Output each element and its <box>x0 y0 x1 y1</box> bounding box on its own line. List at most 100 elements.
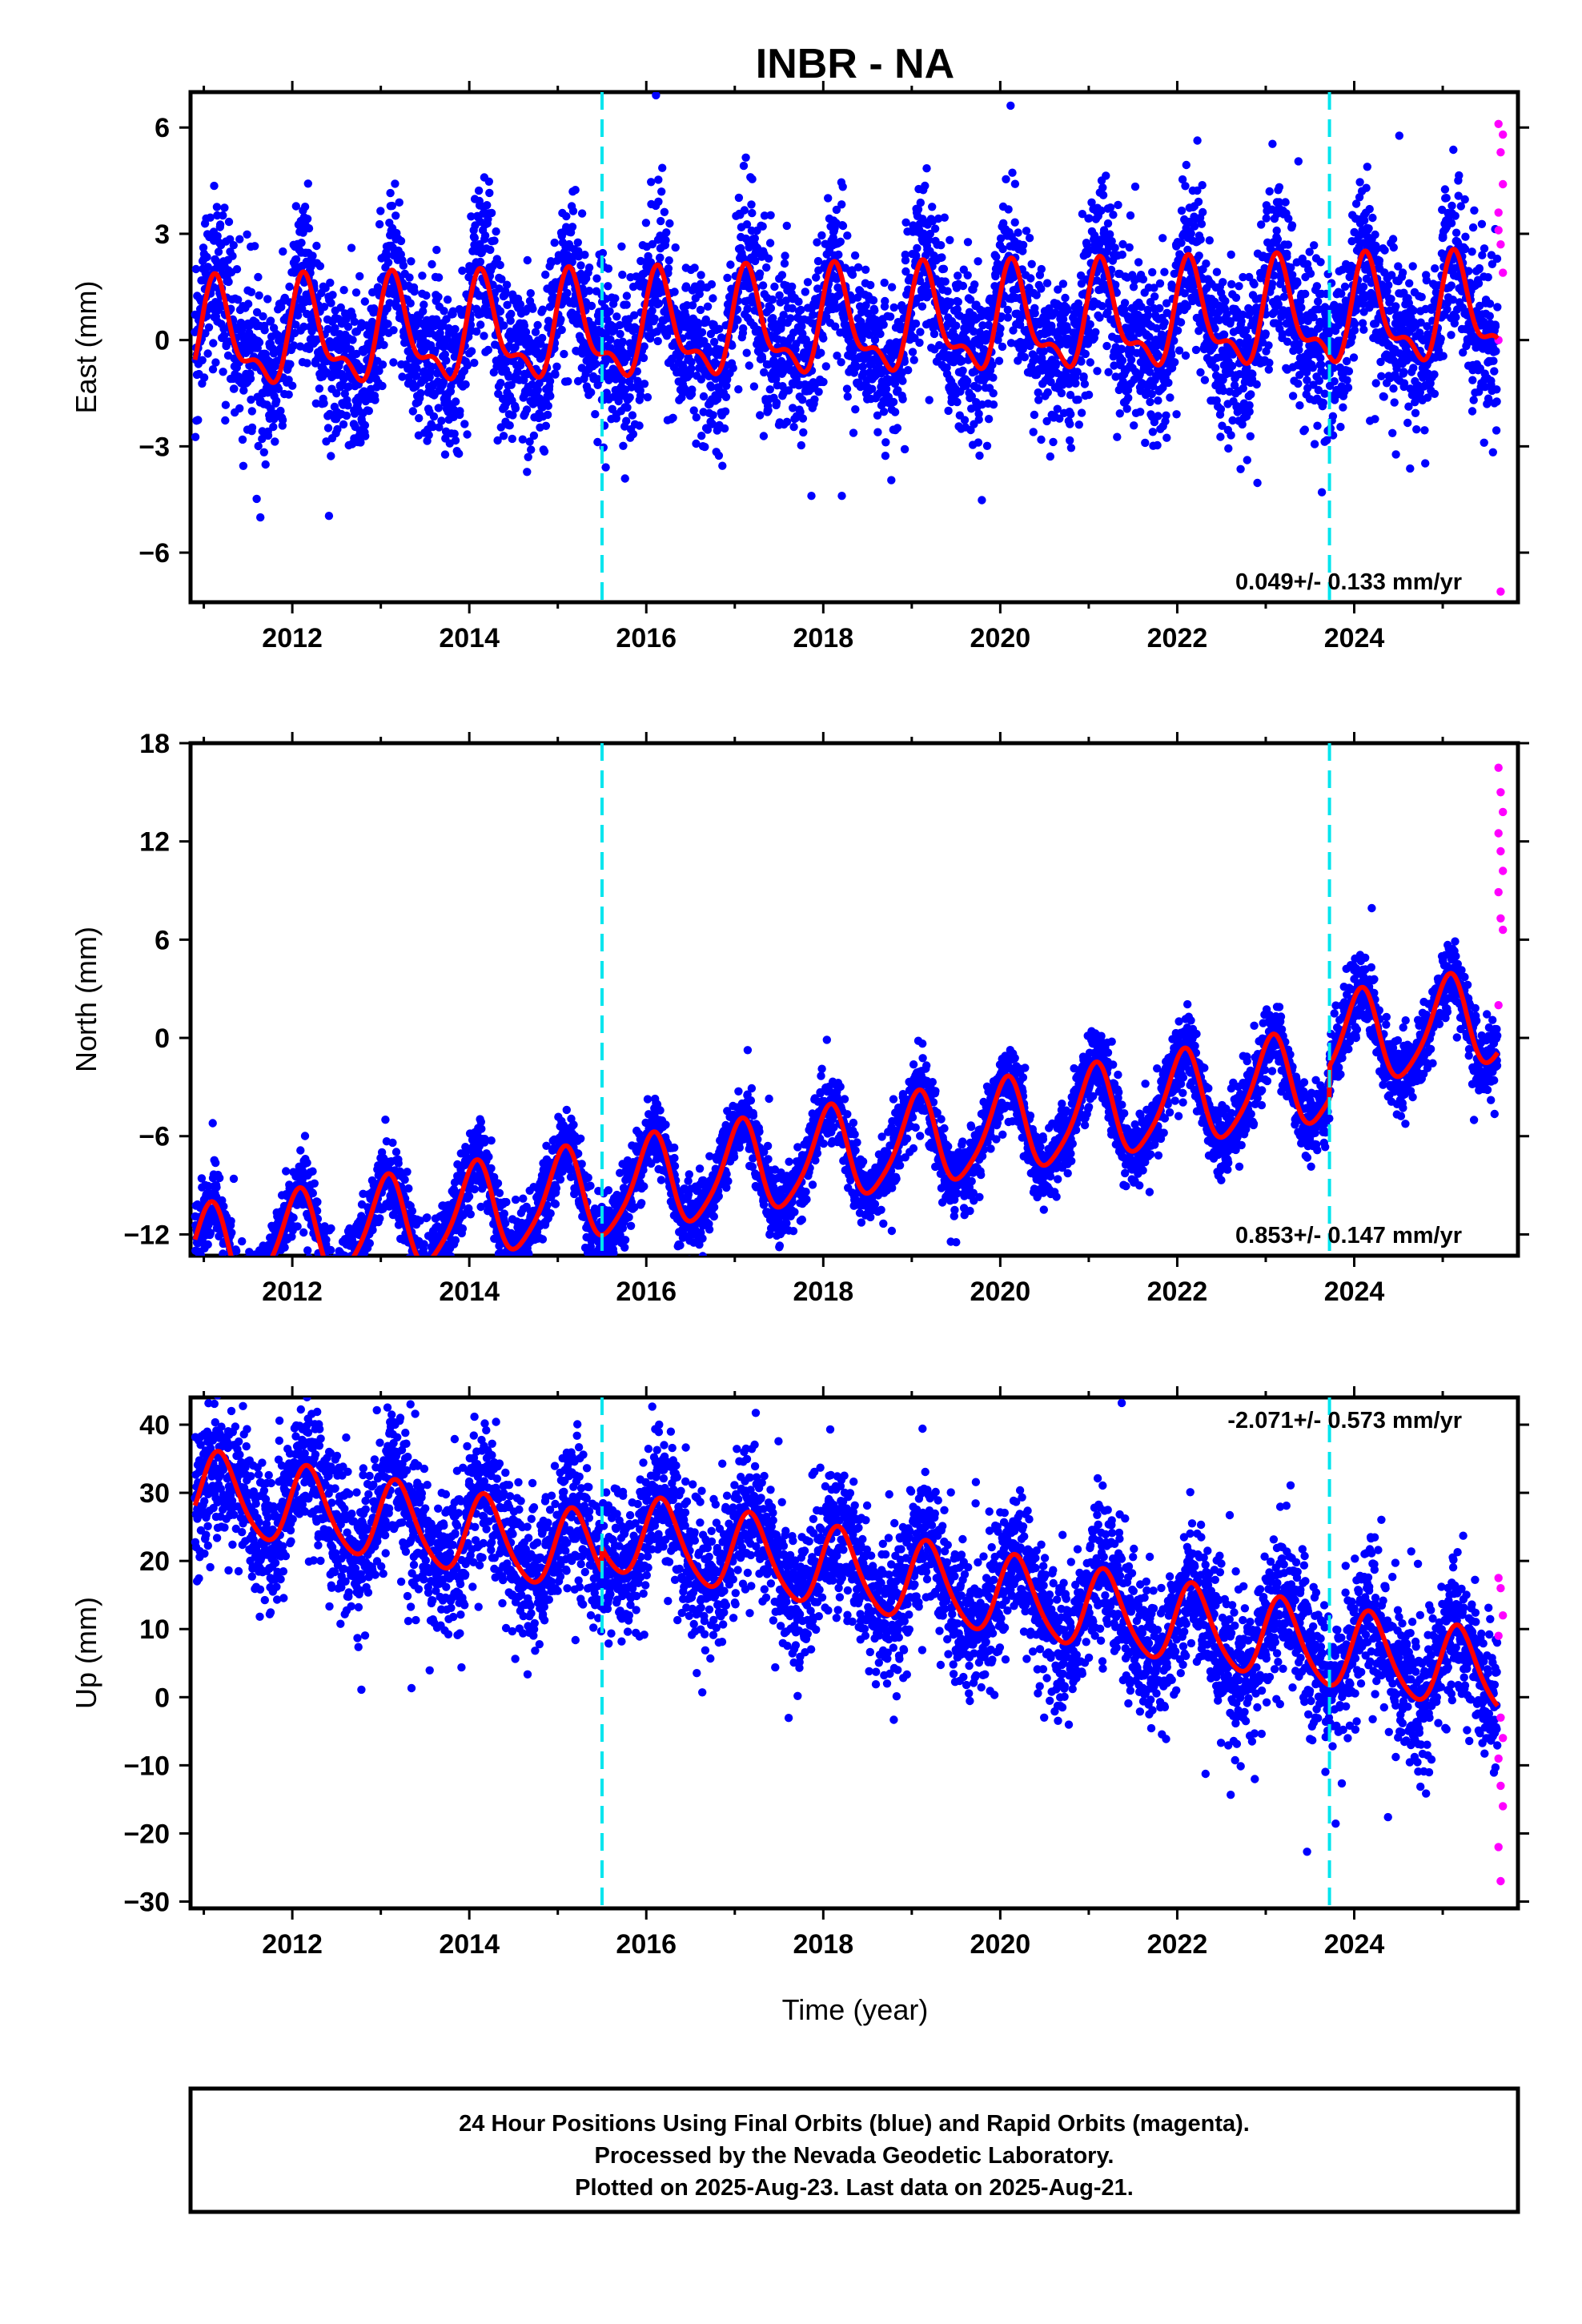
final-orbit-point <box>1295 345 1303 355</box>
final-orbit-point <box>230 384 239 393</box>
final-orbit-point <box>440 307 448 316</box>
final-orbit-point <box>1262 214 1271 223</box>
final-orbit-point <box>271 437 279 446</box>
final-orbit-point <box>303 179 312 188</box>
final-orbit-point <box>714 451 724 460</box>
final-orbit-point <box>709 411 717 420</box>
final-orbit-point <box>191 264 200 274</box>
final-orbit-point <box>1387 295 1395 304</box>
final-orbit-point <box>904 366 913 375</box>
final-orbit-point <box>848 270 857 279</box>
final-orbit-point <box>513 367 522 376</box>
final-orbit-point <box>1181 351 1191 360</box>
final-orbit-point <box>451 436 460 445</box>
final-orbit-point <box>703 425 713 434</box>
final-orbit-point <box>1057 388 1066 398</box>
final-orbit-point <box>1310 440 1319 448</box>
final-orbit-point <box>1170 358 1179 367</box>
final-orbit-point <box>1190 222 1199 231</box>
final-orbit-point <box>247 287 256 296</box>
final-orbit-point <box>1316 258 1325 267</box>
final-orbit-point <box>693 318 702 328</box>
final-orbit-point <box>1398 268 1407 277</box>
final-orbit-point <box>355 271 364 281</box>
final-orbit-point <box>765 385 774 394</box>
final-orbit-point <box>664 264 673 273</box>
final-orbit-point <box>958 281 968 291</box>
final-orbit-point <box>1275 183 1284 191</box>
final-orbit-point <box>428 422 437 432</box>
final-orbit-point <box>742 348 751 357</box>
final-orbit-point <box>451 324 460 334</box>
final-orbit-point <box>652 92 661 100</box>
final-orbit-point <box>1030 309 1039 318</box>
final-orbit-point <box>1058 279 1068 288</box>
final-orbit-point <box>794 297 803 306</box>
final-orbit-point <box>930 224 940 233</box>
final-orbit-point <box>303 309 311 319</box>
final-orbit-point <box>640 380 649 388</box>
final-orbit-point <box>516 300 525 309</box>
final-orbit-point <box>1196 235 1205 244</box>
final-orbit-point <box>1162 433 1171 442</box>
final-orbit-point <box>620 474 629 483</box>
final-orbit-point <box>851 405 860 414</box>
final-orbit-point <box>591 410 600 419</box>
final-orbit-point <box>1344 367 1354 376</box>
final-orbit-point <box>984 415 994 424</box>
final-orbit-point <box>587 301 596 311</box>
final-orbit-point <box>389 326 398 335</box>
final-orbit-point <box>1261 329 1271 338</box>
final-orbit-point <box>887 283 897 292</box>
final-orbit-point <box>604 264 613 273</box>
final-orbit-point <box>887 476 896 485</box>
final-orbit-point <box>434 404 443 412</box>
final-orbit-point <box>837 492 846 501</box>
final-orbit-point <box>849 428 858 437</box>
final-orbit-point <box>982 441 992 450</box>
final-orbit-point <box>246 374 255 383</box>
final-orbit-point <box>486 245 495 255</box>
final-orbit-point <box>715 324 724 333</box>
final-orbit-point <box>1176 318 1186 327</box>
final-orbit-point <box>1138 275 1148 283</box>
final-orbit-point <box>557 325 566 335</box>
final-orbit-point <box>669 413 677 422</box>
final-orbit-point <box>502 280 512 289</box>
final-orbit-point <box>238 435 247 444</box>
final-orbit-point <box>1026 274 1035 283</box>
final-orbit-point <box>460 420 469 428</box>
final-orbit-point <box>508 434 516 444</box>
final-orbit-point <box>1212 267 1222 276</box>
final-orbit-point <box>461 380 470 389</box>
final-orbit-point <box>1403 418 1412 428</box>
final-orbit-point <box>431 346 440 356</box>
final-orbit-point <box>360 420 370 430</box>
final-orbit-point <box>1113 432 1122 441</box>
y-tick-label-east: 6 <box>155 113 170 143</box>
final-orbit-point <box>647 178 656 187</box>
final-orbit-point <box>1148 428 1158 436</box>
final-orbit-point <box>1219 330 1229 340</box>
final-orbit-point <box>1221 296 1230 306</box>
final-orbit-point <box>869 296 878 305</box>
x-tick-label-east: 2020 <box>970 623 1031 653</box>
final-orbit-point <box>994 356 1004 365</box>
final-orbit-point <box>1342 356 1351 366</box>
final-orbit-point <box>1066 436 1074 445</box>
final-orbit-point <box>378 381 387 391</box>
final-orbit-point <box>740 206 749 215</box>
final-orbit-point <box>692 439 701 448</box>
final-orbit-point <box>1126 211 1135 220</box>
final-orbit-point <box>670 287 679 296</box>
final-orbit-point <box>1037 435 1046 444</box>
final-orbit-point <box>1339 403 1347 412</box>
final-orbit-point <box>522 405 532 414</box>
x-tick-label-east: 2024 <box>1324 623 1385 653</box>
final-orbit-point <box>418 271 427 280</box>
final-orbit-point <box>604 282 612 291</box>
final-orbit-point <box>383 251 391 260</box>
final-orbit-point <box>1004 205 1013 214</box>
final-orbit-point <box>1252 380 1261 389</box>
final-orbit-point <box>285 282 294 292</box>
